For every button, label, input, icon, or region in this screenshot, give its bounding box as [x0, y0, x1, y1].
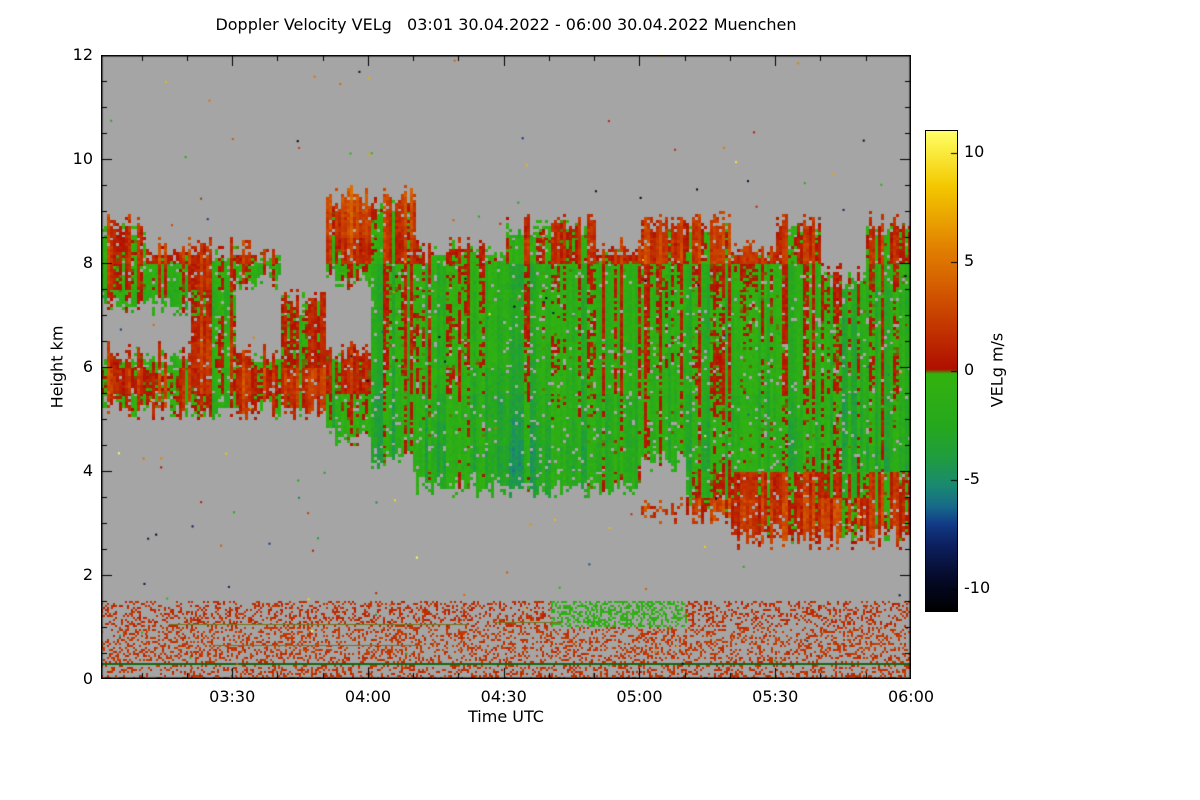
y-tick-label: 12 [72, 45, 93, 64]
x-tick-label: 04:00 [344, 687, 392, 706]
y-tick-label: 2 [82, 565, 93, 584]
colorbar [925, 130, 958, 612]
y-tick-label: 6 [82, 357, 93, 376]
y-tick-label: 4 [82, 461, 93, 480]
colorbar-tick-label: -5 [964, 469, 980, 489]
colorbar-tick-label: -10 [964, 578, 991, 598]
y-tick-label: 10 [72, 149, 93, 168]
chart-title: Doppler Velocity VELg 03:01 30.04.2022 -… [215, 15, 797, 34]
x-tick-label: 03:30 [209, 687, 256, 706]
x-axis-label: Time UTC [468, 707, 544, 726]
x-tick-label: 06:00 [887, 687, 935, 706]
colorbar-tick-label: 5 [964, 250, 975, 270]
colorbar-label: VELg m/s [987, 332, 1007, 408]
colorbar-tick-label: 0 [964, 360, 975, 379]
y-tick-label: 8 [82, 253, 93, 272]
y-tick-label: 0 [82, 669, 93, 688]
heatmap-canvas [101, 55, 911, 679]
plot-area [101, 55, 911, 679]
colorbar-tick-label: 10 [964, 141, 985, 161]
x-tick-label: 05:00 [616, 687, 663, 706]
x-tick-label: 05:30 [752, 687, 799, 706]
x-tick-label: 04:30 [480, 687, 527, 706]
colorbar-canvas [926, 131, 957, 611]
